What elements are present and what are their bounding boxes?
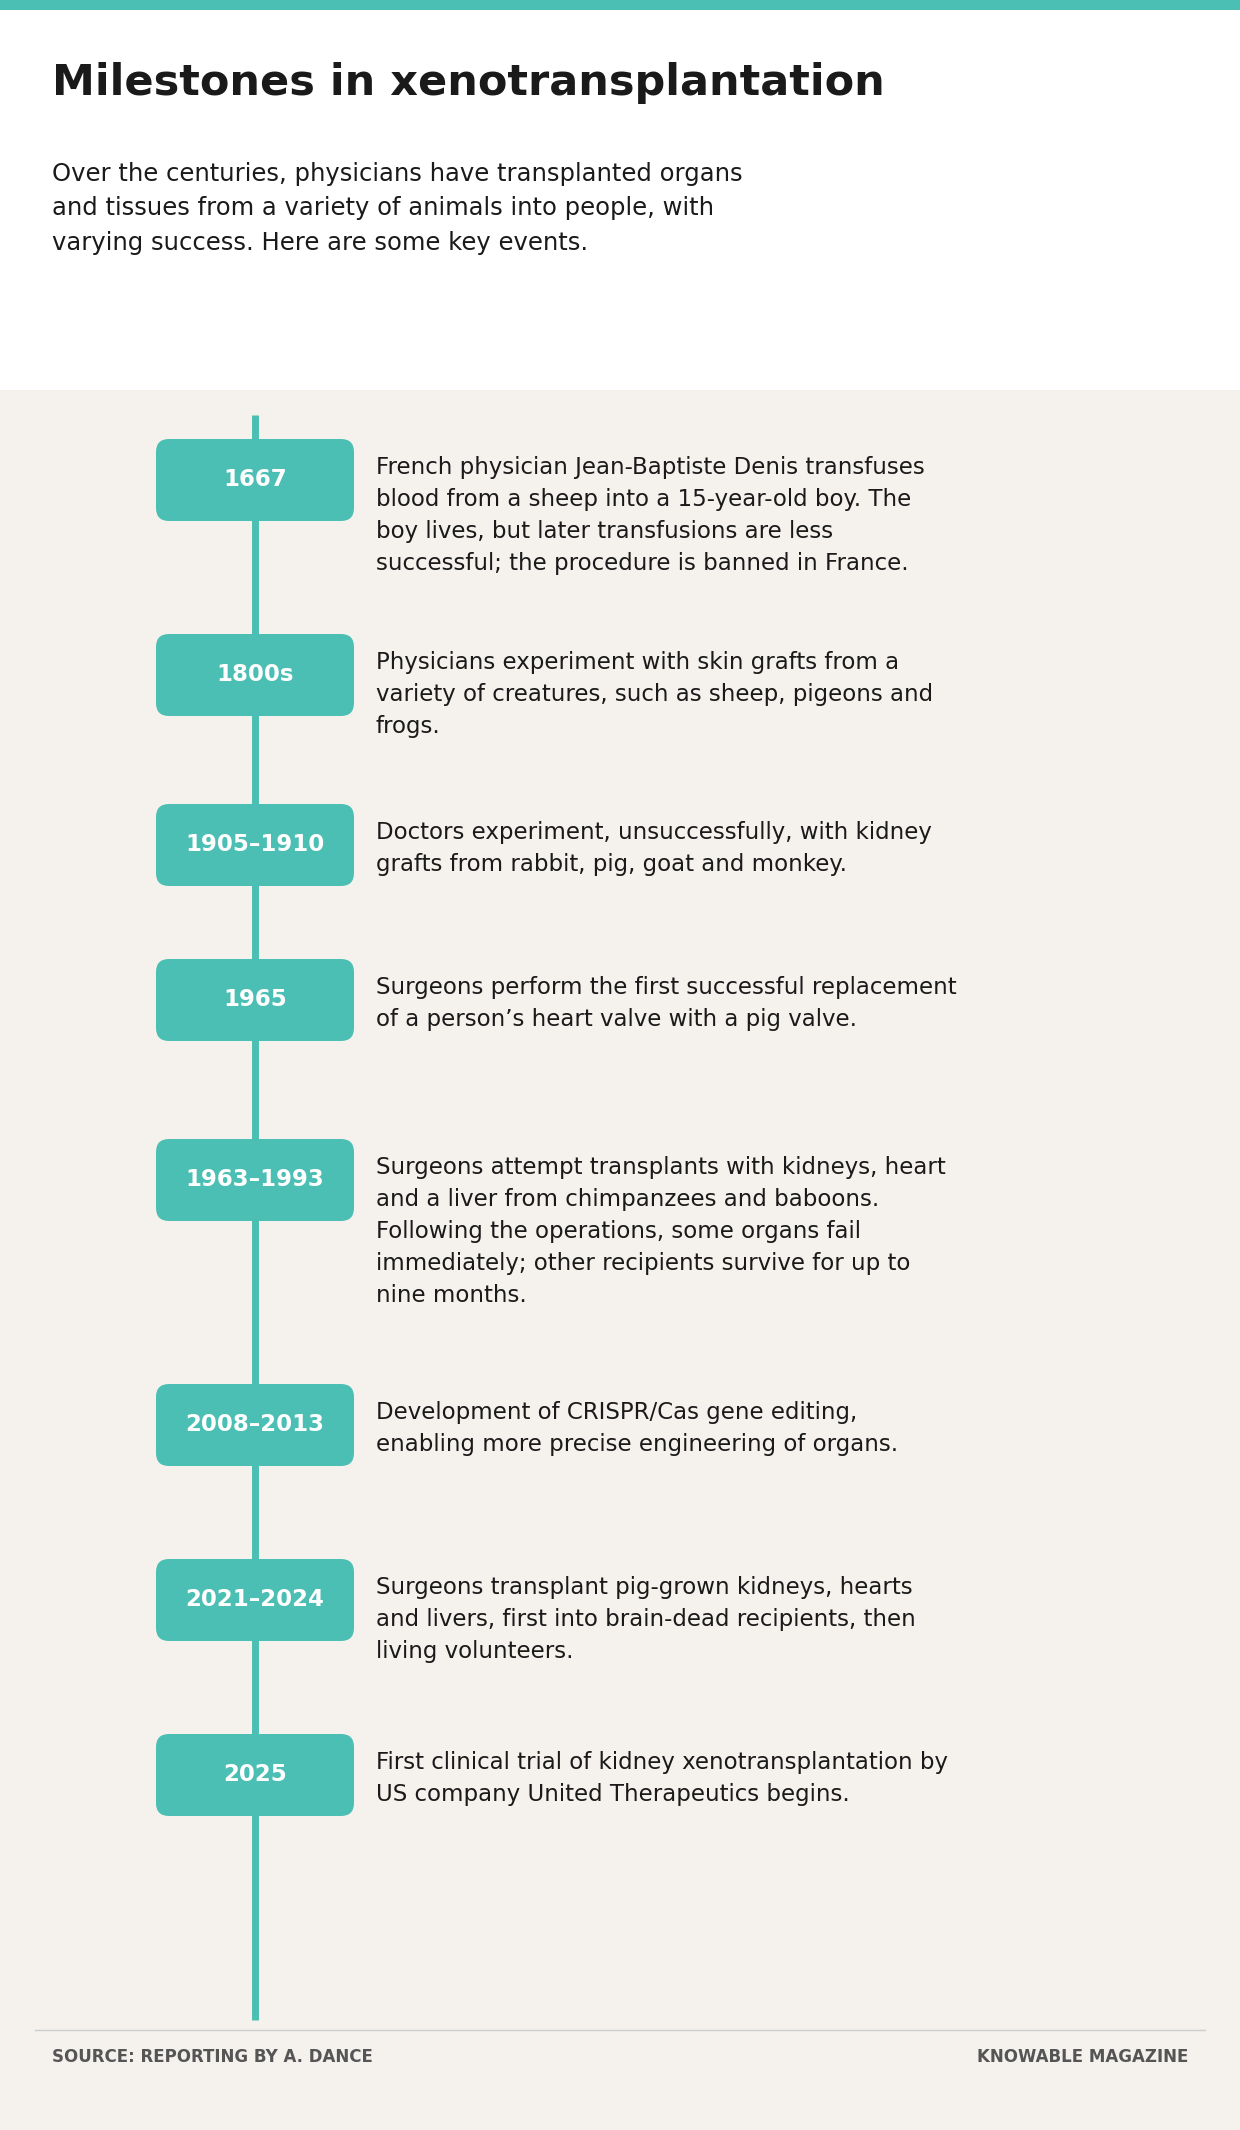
Text: 1800s: 1800s: [216, 665, 294, 686]
Text: 1965: 1965: [223, 988, 286, 1012]
Text: Surgeons attempt transplants with kidneys, heart
and a liver from chimpanzees an: Surgeons attempt transplants with kidney…: [376, 1157, 946, 1308]
Text: Development of CRISPR/Cas gene editing,
enabling more precise engineering of org: Development of CRISPR/Cas gene editing, …: [376, 1402, 898, 1457]
FancyBboxPatch shape: [156, 958, 353, 1042]
Text: 1667: 1667: [223, 469, 286, 492]
FancyBboxPatch shape: [156, 803, 353, 886]
FancyBboxPatch shape: [156, 635, 353, 716]
FancyBboxPatch shape: [156, 1559, 353, 1640]
Text: 1905–1910: 1905–1910: [185, 833, 325, 856]
FancyBboxPatch shape: [0, 0, 1240, 11]
Text: French physician Jean-Baptiste Denis transfuses
blood from a sheep into a 15-yea: French physician Jean-Baptiste Denis tra…: [376, 456, 925, 575]
Text: First clinical trial of kidney xenotransplantation by
US company United Therapeu: First clinical trial of kidney xenotrans…: [376, 1751, 949, 1806]
FancyBboxPatch shape: [156, 1734, 353, 1817]
FancyBboxPatch shape: [0, 0, 1240, 390]
Text: KNOWABLE MAGAZINE: KNOWABLE MAGAZINE: [977, 2049, 1188, 2066]
FancyBboxPatch shape: [156, 1140, 353, 1220]
Text: Surgeons perform the first successful replacement
of a person’s heart valve with: Surgeons perform the first successful re…: [376, 976, 956, 1031]
Text: Milestones in xenotransplantation: Milestones in xenotransplantation: [52, 62, 885, 104]
Text: Physicians experiment with skin grafts from a
variety of creatures, such as shee: Physicians experiment with skin grafts f…: [376, 652, 934, 737]
Text: Over the centuries, physicians have transplanted organs
and tissues from a varie: Over the centuries, physicians have tran…: [52, 162, 743, 256]
Text: Doctors experiment, unsuccessfully, with kidney
grafts from rabbit, pig, goat an: Doctors experiment, unsuccessfully, with…: [376, 820, 932, 875]
Text: 1963–1993: 1963–1993: [186, 1169, 325, 1191]
Text: Surgeons transplant pig-grown kidneys, hearts
and livers, first into brain-dead : Surgeons transplant pig-grown kidneys, h…: [376, 1576, 916, 1664]
FancyBboxPatch shape: [156, 1384, 353, 1465]
Text: SOURCE: REPORTING BY A. DANCE: SOURCE: REPORTING BY A. DANCE: [52, 2049, 373, 2066]
Text: 2021–2024: 2021–2024: [186, 1589, 325, 1612]
FancyBboxPatch shape: [156, 439, 353, 522]
Text: 2025: 2025: [223, 1764, 286, 1787]
Text: 2008–2013: 2008–2013: [186, 1414, 325, 1436]
